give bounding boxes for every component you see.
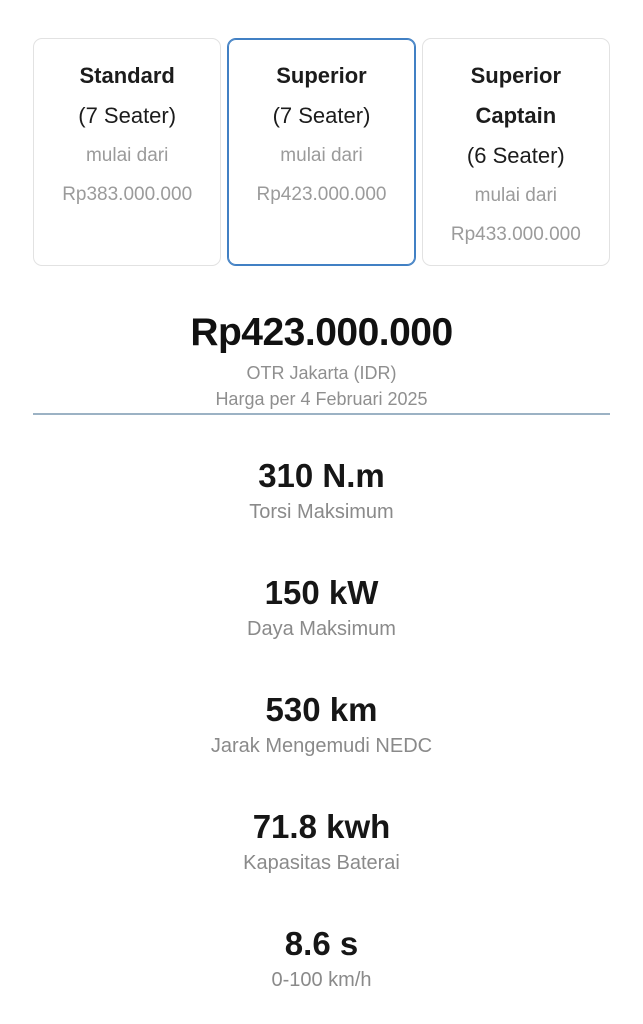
spec-torque: 310 N.m Torsi Maksimum [0,456,643,527]
section-divider [33,413,610,415]
spec-value: 310 N.m [258,457,385,494]
variant-price-prefix: mulai dari [474,185,557,206]
spec-value: 8.6 s [284,925,359,962]
variant-price: Rp423.000.000 [256,184,387,205]
variant-name: Standard [79,63,175,88]
spec-value: 150 kW [264,574,379,611]
variant-selector: Standard (7 Seater) mulai dari Rp383.000… [33,38,610,266]
vehicle-variant-pricing-panel: Standard (7 Seater) mulai dari Rp383.000… [0,38,643,995]
spec-value: 71.8 kwh [252,808,391,845]
selected-price: Rp423.000.000 [190,311,453,354]
price-region-note: OTR Jakarta (IDR) [246,363,397,383]
variant-name: Superior [276,63,367,88]
spec-power: 150 kW Daya Maksimum [0,573,643,644]
spec-acceleration: 8.6 s 0-100 km/h [0,924,643,995]
variant-seater: (7 Seater) [272,103,371,128]
spec-range: 530 km Jarak Mengemudi NEDC [0,690,643,761]
variant-price: Rp383.000.000 [62,184,193,205]
spec-label: Kapasitas Baterai [243,852,400,874]
variant-price-prefix: mulai dari [85,145,169,166]
spec-label: Daya Maksimum [247,618,396,640]
price-date-note: Harga per 4 Februari 2025 [215,389,428,409]
variant-seater: (7 Seater) [78,103,177,128]
variant-price: Rp433.000.000 [450,224,581,245]
spec-battery: 71.8 kwh Kapasitas Baterai [0,807,643,878]
variant-price-prefix: mulai dari [280,145,363,166]
selected-price-summary: Rp423.000.000 OTR Jakarta (IDR) Harga pe… [0,310,643,412]
spec-value: 530 km [265,691,378,728]
variant-card-standard[interactable]: Standard (7 Seater) mulai dari Rp383.000… [33,38,222,266]
spec-label: 0-100 km/h [271,969,372,991]
variant-card-superior[interactable]: Superior (7 Seater) mulai dari Rp423.000… [227,38,416,266]
spec-label: Torsi Maksimum [249,501,394,523]
variant-seater: (6 Seater) [466,143,565,168]
spec-list: 310 N.m Torsi Maksimum 150 kW Daya Maksi… [0,456,643,995]
variant-card-superior-captain[interactable]: Superior Captain (6 Seater) mulai dari R… [421,38,610,266]
variant-name: Superior Captain [470,63,562,128]
spec-label: Jarak Mengemudi NEDC [210,735,433,757]
